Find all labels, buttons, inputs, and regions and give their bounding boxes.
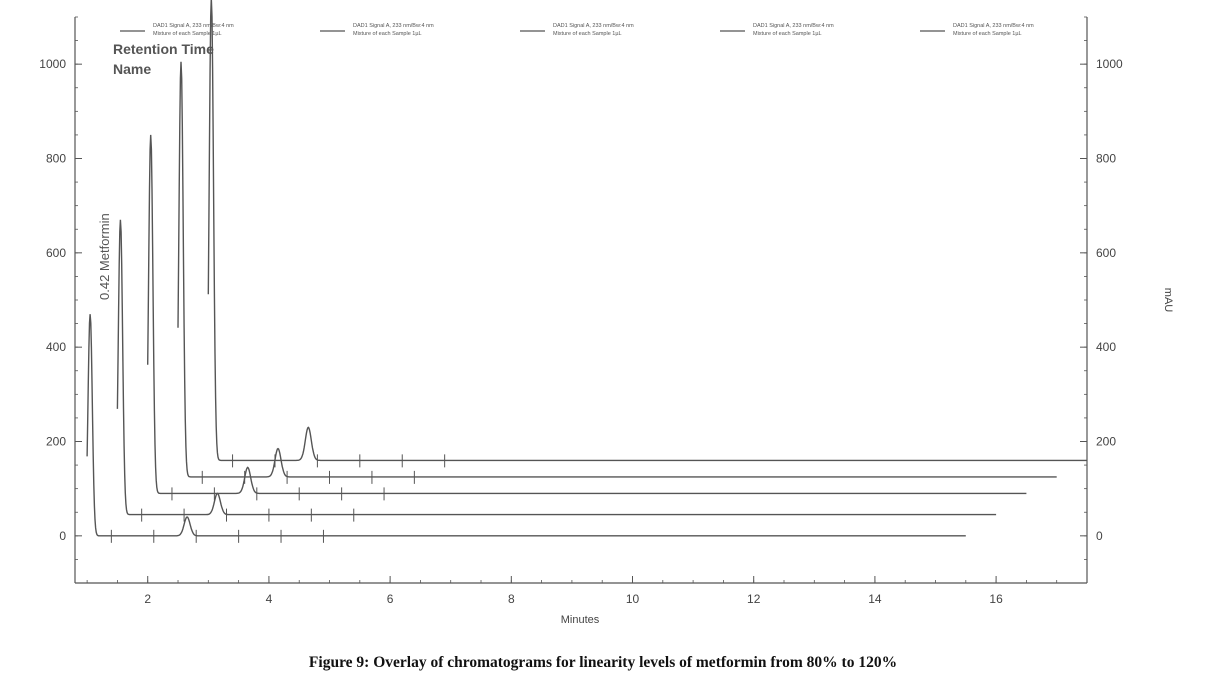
y-axis-title-right: mAU bbox=[1162, 288, 1174, 313]
x-tick-label: 12 bbox=[747, 592, 761, 606]
axes: 2 4 6 8 10 12 14 16 0 200 400 600 800 1000 0 200 400 600 8… bbox=[39, 16, 1123, 606]
legend-line2: Mixture of each Sample 1µL bbox=[353, 31, 422, 37]
chromatogram-trace bbox=[116, 219, 997, 516]
legend-line1: DAD1 Signal A, 233 nm/Bw:4 nm bbox=[753, 23, 834, 29]
x-tick-label: 8 bbox=[508, 592, 515, 606]
legend-line1: DAD1 Signal A, 233 nm/Bw:4 nm bbox=[553, 23, 634, 29]
x-tick-label: 16 bbox=[989, 592, 1003, 606]
chart-svg: 2 4 6 8 10 12 14 16 0 200 400 600 800 1000 0 200 400 600 8… bbox=[39, 0, 1174, 626]
traces bbox=[86, 0, 1087, 543]
chromatogram-trace bbox=[86, 314, 966, 537]
y-tick-label-right: 0 bbox=[1096, 529, 1103, 543]
y-tick-label-left: 0 bbox=[59, 529, 66, 543]
legend-line2: Mixture of each Sample 1µL bbox=[753, 31, 822, 37]
y-tick-label-left: 200 bbox=[46, 435, 66, 449]
x-axis-title: Minutes bbox=[561, 614, 600, 626]
x-tick-label: 6 bbox=[387, 592, 394, 606]
x-tick-label: 2 bbox=[144, 592, 151, 606]
y-tick-label-right: 600 bbox=[1096, 246, 1116, 260]
y-tick-label-right: 1000 bbox=[1096, 57, 1123, 71]
y-tick-label-right: 400 bbox=[1096, 340, 1116, 354]
legend-line2: Mixture of each Sample 1µL bbox=[553, 31, 622, 37]
y-tick-label-left: 1000 bbox=[39, 57, 66, 71]
annotation-name: Name bbox=[113, 61, 151, 77]
y-tick-label-right: 800 bbox=[1096, 152, 1116, 166]
x-tick-label: 14 bbox=[868, 592, 882, 606]
y-tick-label-right: 200 bbox=[1096, 435, 1116, 449]
peak-label: 0.42 Metformin bbox=[97, 213, 112, 300]
legend: DAD1 Signal A, 233 nm/Bw:4 nm Mixture of … bbox=[120, 23, 1034, 37]
chromatogram-trace bbox=[177, 61, 1057, 478]
legend-line2: Mixture of each Sample 1µL bbox=[153, 31, 222, 37]
y-tick-label-left: 600 bbox=[46, 246, 66, 260]
x-tick-label: 10 bbox=[626, 592, 640, 606]
y-tick-label-left: 800 bbox=[46, 152, 66, 166]
chromatogram-trace bbox=[147, 134, 1027, 495]
x-tick-label: 4 bbox=[266, 592, 273, 606]
figure-caption: Figure 9: Overlay of chromatograms for l… bbox=[308, 654, 898, 671]
chromatogram-chart: 2 4 6 8 10 12 14 16 0 200 400 600 800 1000 0 200 400 600 8… bbox=[39, 0, 1174, 626]
chromatogram-trace bbox=[207, 0, 1087, 462]
y-tick-label-left: 400 bbox=[46, 340, 66, 354]
legend-line1: DAD1 Signal A, 233 nm/Bw:4 nm bbox=[353, 23, 434, 29]
annotation-retention-time: Retention Time bbox=[113, 41, 214, 57]
legend-line1: DAD1 Signal A, 233 nm/Bw:4 nm bbox=[153, 23, 234, 29]
legend-line1: DAD1 Signal A, 233 nm/Bw:4 nm bbox=[953, 23, 1034, 29]
legend-line2: Mixture of each Sample 1µL bbox=[953, 31, 1022, 37]
